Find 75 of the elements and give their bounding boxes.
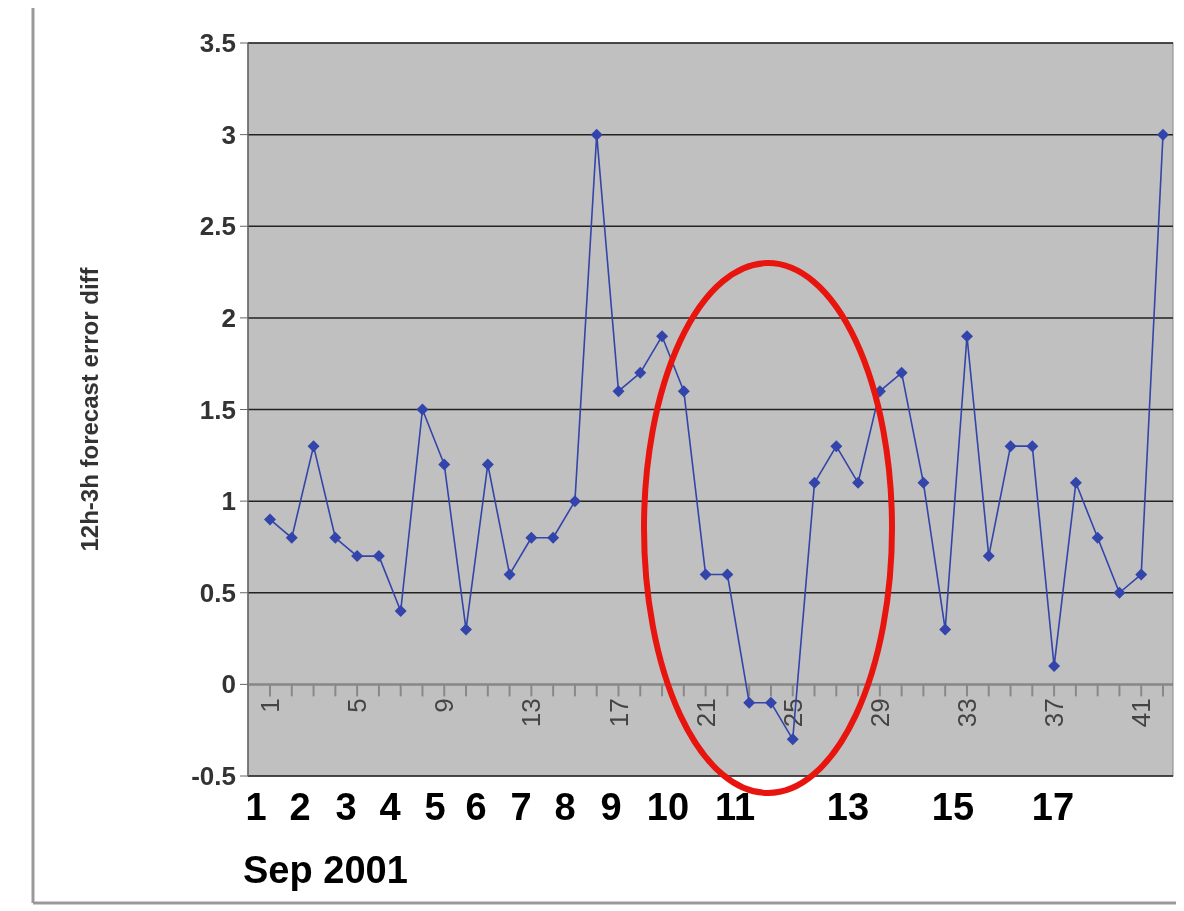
point bbox=[634, 366, 647, 379]
x-tick-label: 25 bbox=[777, 698, 808, 728]
point bbox=[808, 476, 821, 489]
point bbox=[438, 458, 451, 471]
point bbox=[656, 330, 669, 343]
point bbox=[786, 733, 799, 746]
y-tick-label: -0.5 bbox=[191, 761, 236, 792]
point bbox=[394, 605, 407, 618]
point bbox=[525, 531, 538, 544]
point bbox=[1091, 531, 1104, 544]
point bbox=[1069, 476, 1082, 489]
point bbox=[982, 550, 995, 563]
x-tick-label: 1 bbox=[255, 698, 286, 713]
text: Sep 2001 bbox=[243, 849, 408, 891]
y-tick-label: 1.5 bbox=[199, 394, 236, 425]
x-tick-label: 17 bbox=[603, 698, 634, 728]
point bbox=[503, 568, 516, 581]
y-tick-label: 2 bbox=[221, 302, 236, 333]
point bbox=[743, 696, 756, 709]
text: 8 bbox=[554, 786, 576, 828]
point bbox=[1157, 128, 1169, 141]
point bbox=[612, 385, 625, 398]
point bbox=[1004, 440, 1017, 453]
x-tick-label: 29 bbox=[864, 698, 895, 728]
point bbox=[830, 440, 843, 453]
text: 11 bbox=[714, 786, 756, 828]
text: 2 bbox=[289, 786, 311, 828]
x-tick-label: 13 bbox=[516, 698, 547, 728]
point bbox=[677, 385, 690, 398]
point bbox=[895, 366, 908, 379]
y-axis-title: 12h-3h forecast error diff bbox=[76, 266, 103, 552]
x-tick-label: 41 bbox=[1126, 698, 1157, 728]
point bbox=[264, 513, 276, 526]
point bbox=[699, 568, 712, 581]
point bbox=[1135, 568, 1148, 581]
point bbox=[372, 550, 385, 563]
point bbox=[939, 623, 952, 636]
point bbox=[568, 495, 581, 508]
point bbox=[547, 531, 560, 544]
text: 9 bbox=[600, 786, 622, 828]
text: 15 bbox=[931, 786, 975, 828]
text: 3 bbox=[335, 786, 357, 828]
y-tick-label: 3.5 bbox=[199, 28, 236, 59]
y-tick-label: 3 bbox=[221, 119, 236, 150]
text: 5 bbox=[424, 786, 446, 828]
point bbox=[764, 696, 777, 709]
point bbox=[481, 458, 494, 471]
x-tick-label: 21 bbox=[690, 698, 721, 728]
y-tick-label: 1 bbox=[221, 486, 236, 517]
point bbox=[721, 568, 734, 581]
y-tick-label: 0 bbox=[221, 669, 236, 700]
point bbox=[307, 440, 320, 453]
point bbox=[285, 531, 298, 544]
text: 6 bbox=[465, 786, 487, 828]
text: 17 bbox=[1031, 786, 1075, 828]
x-tick-label: 5 bbox=[342, 698, 373, 713]
point bbox=[1113, 586, 1126, 599]
point bbox=[590, 128, 603, 141]
point bbox=[351, 550, 364, 563]
text: 10 bbox=[646, 786, 690, 828]
x-tick-label: 9 bbox=[429, 698, 460, 713]
text: 4 bbox=[379, 786, 401, 828]
point bbox=[329, 531, 342, 544]
point bbox=[852, 476, 865, 489]
y-tick-label: 0.5 bbox=[199, 577, 236, 608]
point bbox=[460, 623, 473, 636]
point bbox=[1026, 440, 1039, 453]
text: 7 bbox=[510, 786, 532, 828]
text: 13 bbox=[826, 786, 870, 828]
y-tick-label: 2.5 bbox=[199, 211, 236, 242]
point bbox=[917, 476, 930, 489]
point bbox=[416, 403, 429, 416]
x-tick-label: 37 bbox=[1039, 698, 1070, 728]
point bbox=[1048, 660, 1061, 673]
x-tick-label: 33 bbox=[952, 698, 983, 728]
